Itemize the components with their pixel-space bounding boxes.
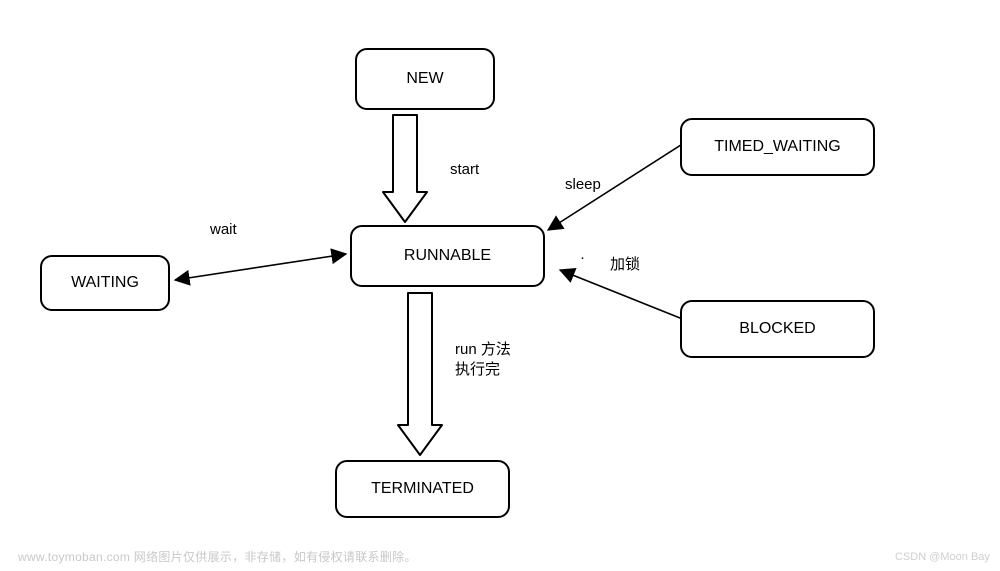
- label-lock: 加锁: [610, 255, 640, 275]
- label-start: start: [450, 160, 479, 180]
- node-timed-label: TIMED_WAITING: [714, 138, 841, 156]
- label-wait: wait: [210, 220, 237, 240]
- label-dot: ·: [580, 248, 585, 268]
- node-blocked: BLOCKED: [680, 300, 875, 358]
- watermark-right: CSDN @Moon Bay: [895, 551, 990, 563]
- node-terminated: TERMINATED: [335, 460, 510, 518]
- label-run: run 方法 执行完: [455, 340, 511, 379]
- node-new-label: NEW: [406, 70, 443, 88]
- node-runnable: RUNNABLE: [350, 225, 545, 287]
- node-new: NEW: [355, 48, 495, 110]
- node-waiting-label: WAITING: [71, 274, 139, 292]
- node-blocked-label: BLOCKED: [739, 320, 815, 338]
- node-terminated-label: TERMINATED: [371, 480, 474, 498]
- node-timed-waiting: TIMED_WAITING: [680, 118, 875, 176]
- node-runnable-label: RUNNABLE: [404, 247, 491, 265]
- node-waiting: WAITING: [40, 255, 170, 311]
- watermark-left: www.toymoban.com 网络图片仅供展示，非存储，如有侵权请联系删除。: [18, 548, 417, 565]
- label-sleep: sleep: [565, 175, 601, 195]
